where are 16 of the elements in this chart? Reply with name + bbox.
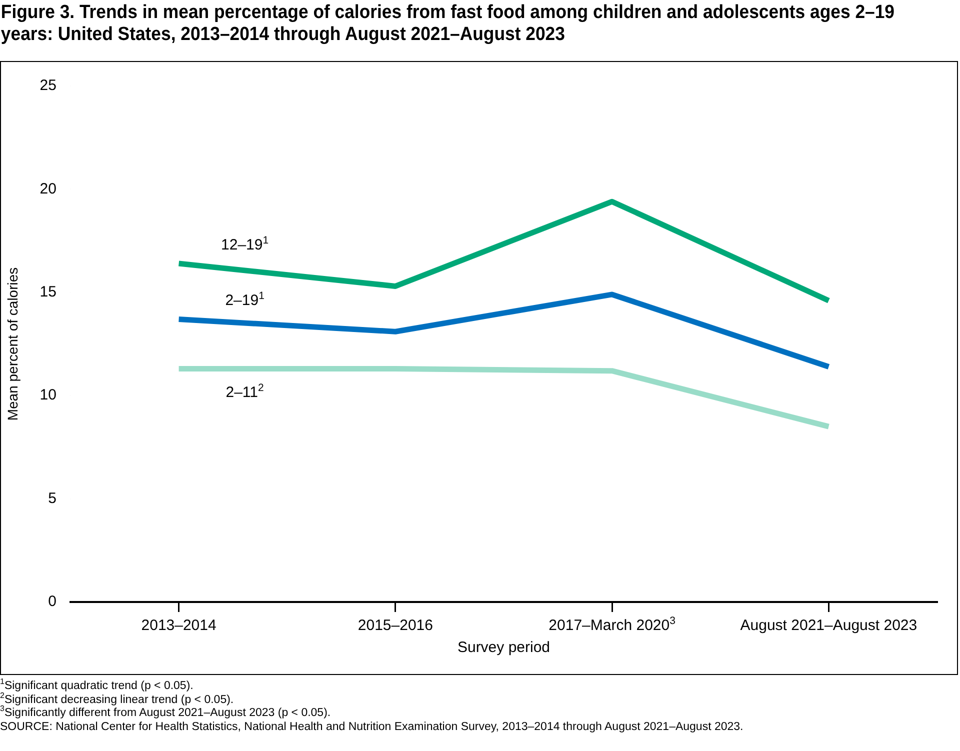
y-tick-label: 15 — [40, 284, 56, 301]
text: $^{2}$Significant decreasing linear trend (p < 0.05). — [0, 690, 235, 706]
x-tick-label: 2015–2016 — [358, 617, 433, 634]
x-axis-title: Survey period — [457, 639, 550, 656]
source-note: SOURCE: National Center for Health Statistics, National Health and Nutrition Examination Survey, 2013–2014 through August 2021–August 2023. — [0, 720, 744, 734]
y-tick-label: 10 — [40, 386, 56, 404]
chart-title: Figure 3. Trends in mean percentage of calories from fast food among children and adolescents ages 2–19 years: United States, 2013–2014 through August 2021–August 2023 — [0, 1, 896, 47]
text: $^{3}$Significantly different from August 2021–August 2023 (p < 0.05). — [0, 704, 332, 720]
y-axis-title: Mean percent of calories — [4, 267, 20, 421]
y-tick-label: 25 — [40, 77, 56, 94]
y-tick-label: 5 — [48, 490, 56, 507]
text: $^{1}$Significant quadratic trend (p < 0.05). — [0, 677, 194, 692]
y-tick-label: 0 — [48, 593, 56, 610]
y-tick-label: 20 — [40, 180, 56, 198]
x-tick-label: August 2021–August 2023 — [740, 617, 918, 634]
x-tick-label: 2013–2014 — [141, 617, 216, 634]
